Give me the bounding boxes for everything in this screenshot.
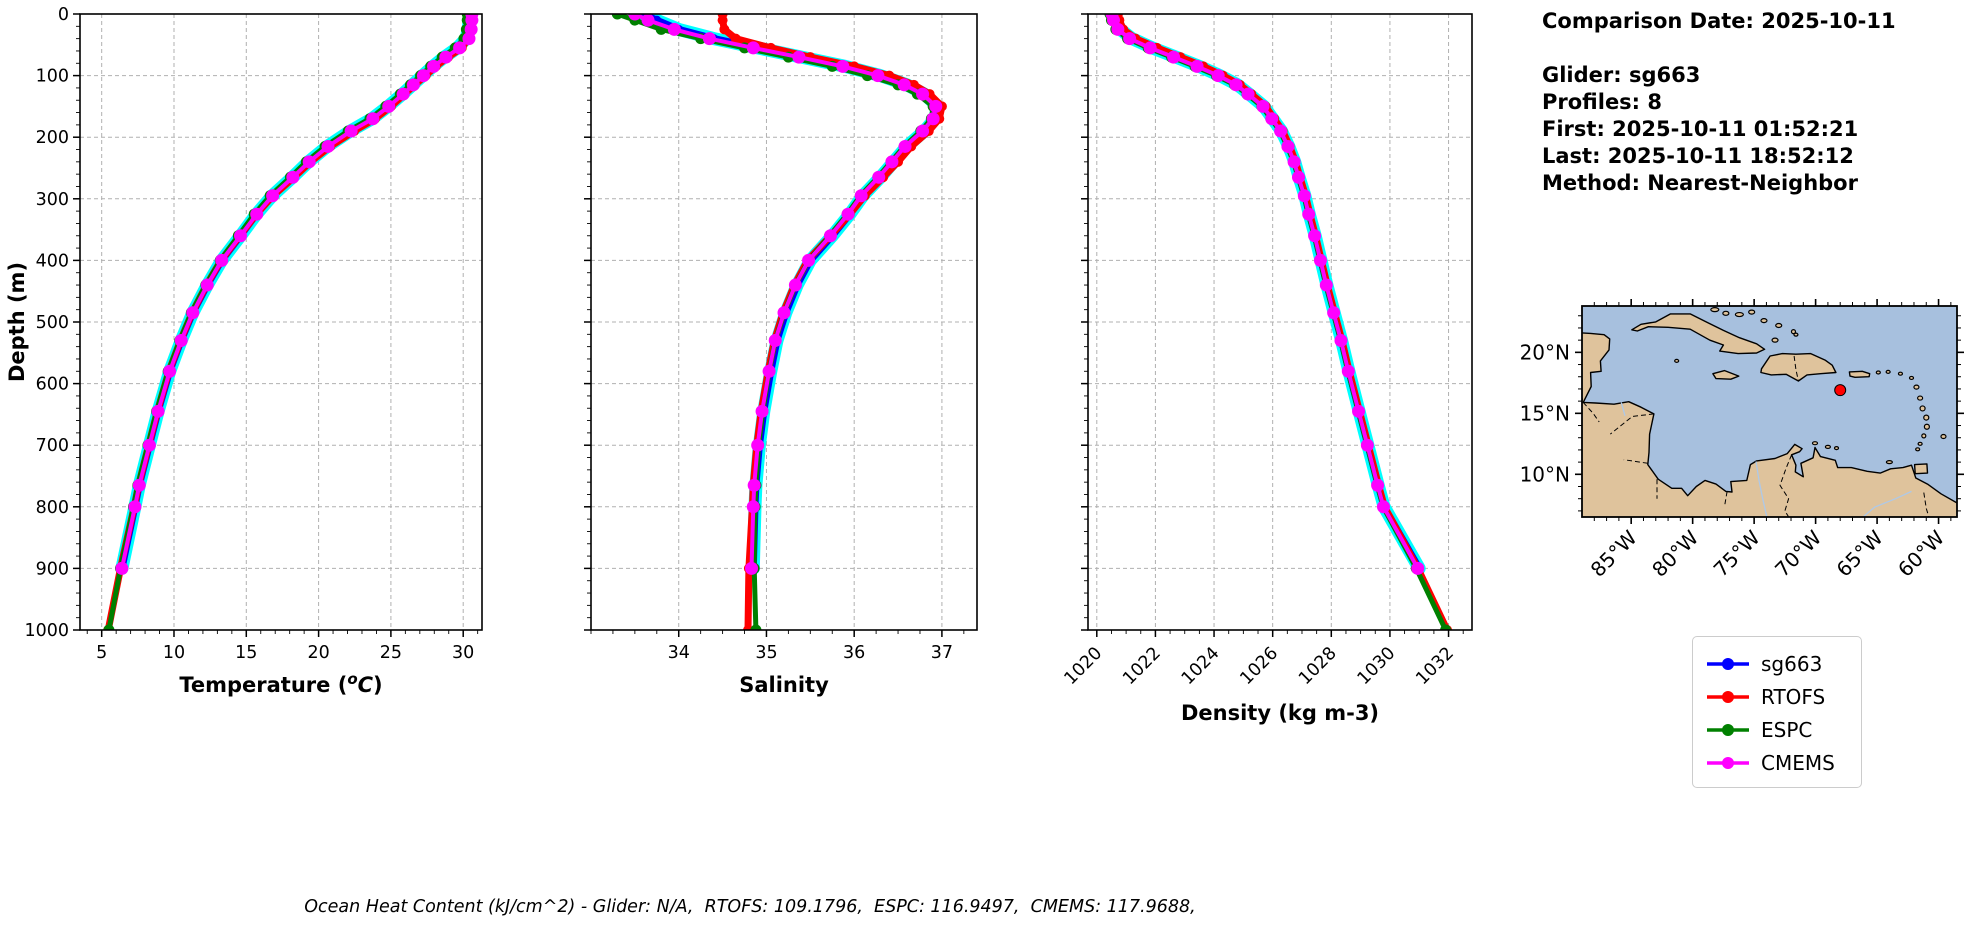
legend-line-marker-icon bbox=[1707, 690, 1749, 703]
svg-text:25: 25 bbox=[380, 643, 402, 663]
info-line-6: Method: Nearest-Neighbor bbox=[1542, 171, 1858, 195]
svg-text:1024: 1024 bbox=[1178, 643, 1224, 689]
svg-text:0: 0 bbox=[58, 5, 69, 25]
svg-text:200: 200 bbox=[36, 128, 69, 148]
info-line-5: Last: 2025-10-11 18:52:12 bbox=[1542, 144, 1854, 168]
svg-text:15: 15 bbox=[235, 643, 257, 663]
svg-text:37: 37 bbox=[931, 643, 953, 663]
profile-line-ESPC bbox=[106, 14, 470, 630]
legend-entry-RTOFS: RTOFS bbox=[1705, 680, 1849, 713]
svg-text:20: 20 bbox=[307, 643, 329, 663]
y-axis-salinity bbox=[584, 13, 591, 631]
ohc-caption: Ocean Heat Content (kJ/cm^2) - Glider: N… bbox=[304, 897, 1196, 917]
legend-entry-sg663: sg663 bbox=[1705, 647, 1849, 680]
legend-line-marker-icon bbox=[1707, 756, 1749, 769]
svg-text:10: 10 bbox=[163, 643, 185, 663]
ylabel-depth: Depth (m) bbox=[5, 262, 29, 382]
svg-text:1032: 1032 bbox=[1412, 643, 1458, 689]
svg-text:1026: 1026 bbox=[1237, 643, 1283, 689]
svg-text:35: 35 bbox=[755, 643, 777, 663]
map-lon-label: 80°W bbox=[1647, 525, 1703, 581]
map-lat-label: 15°N bbox=[1520, 401, 1570, 425]
svg-text:1020: 1020 bbox=[1061, 643, 1107, 689]
grid bbox=[1088, 14, 1472, 630]
legend-line-marker-icon bbox=[1707, 723, 1749, 736]
location-map: 20°N 15°N 10°N 85°W 80°W 75°W 70°W 65°W 60°W bbox=[1520, 299, 1964, 582]
xlabel-density: Density (kg m-3) bbox=[1181, 701, 1379, 725]
map-lon-label: 65°W bbox=[1832, 525, 1888, 581]
svg-text:1000: 1000 bbox=[24, 621, 69, 641]
grid bbox=[591, 14, 977, 630]
info-line-3: Profiles: 8 bbox=[1542, 90, 1663, 114]
svg-text:500: 500 bbox=[36, 313, 69, 333]
salinity-plot: 34 35 36 37 Salinity bbox=[584, 13, 978, 697]
map-lon-label: 85°W bbox=[1586, 525, 1642, 581]
svg-text:700: 700 bbox=[36, 436, 69, 456]
map-lon-label: 70°W bbox=[1770, 525, 1826, 581]
svg-text:300: 300 bbox=[36, 190, 69, 210]
svg-text:100: 100 bbox=[36, 67, 69, 87]
info-block: Comparison Date: 2025-10-11 Glider: sg663… bbox=[1542, 8, 1896, 197]
legend-label: sg663 bbox=[1761, 651, 1823, 676]
legend-entry-ESPC: ESPC bbox=[1705, 713, 1849, 746]
svg-text:800: 800 bbox=[36, 498, 69, 518]
glider-position-marker bbox=[1834, 384, 1847, 397]
y-axis-temperature: 0 100 200 300 400 500 600 700 800 900 1000 bbox=[24, 5, 80, 641]
map-land-group bbox=[1582, 307, 1957, 517]
legend-label: RTOFS bbox=[1761, 684, 1826, 709]
map-ticks bbox=[1575, 299, 1964, 524]
info-line-2: Glider: sg663 bbox=[1542, 63, 1701, 87]
map-lat-label: 20°N bbox=[1520, 340, 1570, 364]
svg-text:400: 400 bbox=[36, 251, 69, 271]
density-plot: 1020 1022 1024 1026 1028 1030 1032 Density (kg … bbox=[1061, 13, 1473, 725]
markers-sg663 bbox=[117, 14, 474, 573]
svg-text:1022: 1022 bbox=[1119, 643, 1165, 689]
x-axis-temperature: 5 10 15 20 25 30 bbox=[86, 630, 479, 663]
svg-text:900: 900 bbox=[36, 559, 69, 579]
svg-text:600: 600 bbox=[36, 375, 69, 395]
svg-text:36: 36 bbox=[843, 643, 865, 663]
svg-text:34: 34 bbox=[668, 643, 690, 663]
legend-label: CMEMS bbox=[1761, 750, 1835, 775]
markers-CMEMS bbox=[1105, 14, 1425, 575]
xlabel-salinity: Salinity bbox=[739, 673, 829, 697]
map-lat-label: 10°N bbox=[1520, 462, 1570, 486]
x-axis-density: 1020 1022 1024 1026 1028 1030 1032 bbox=[1061, 630, 1464, 689]
svg-text:30: 30 bbox=[452, 643, 474, 663]
svg-text:1028: 1028 bbox=[1295, 643, 1341, 689]
temperature-plot: 5 10 15 20 25 3001002003004005006007008009001… bbox=[24, 5, 483, 697]
profile-line-CMEMS bbox=[632, 14, 938, 571]
markers-CMEMS bbox=[628, 14, 943, 575]
x-axis-salinity: 34 35 36 37 bbox=[590, 630, 965, 663]
markers-CMEMS bbox=[115, 14, 479, 575]
legend-entry-CMEMS: CMEMS bbox=[1705, 746, 1849, 779]
legend-line-marker-icon bbox=[1707, 657, 1749, 670]
svg-text:1030: 1030 bbox=[1354, 643, 1400, 689]
xlabel-temperature: Temperature (oC) bbox=[179, 670, 382, 697]
legend-label: ESPC bbox=[1761, 717, 1813, 742]
info-line-4: First: 2025-10-11 01:52:21 bbox=[1542, 117, 1859, 141]
info-spacer bbox=[1542, 35, 1896, 62]
svg-text:5: 5 bbox=[96, 643, 107, 663]
map-lon-label: 75°W bbox=[1709, 525, 1765, 581]
map-lon-label: 60°W bbox=[1893, 525, 1949, 581]
profile-charts: 5 10 15 20 25 3001002003004005006007008009001… bbox=[5, 5, 1473, 725]
info-line-0: Comparison Date: 2025-10-11 bbox=[1542, 9, 1896, 33]
legend-box: sg663 RTOFS ESPC CMEMS bbox=[1692, 636, 1862, 788]
y-axis-density bbox=[1081, 13, 1088, 631]
grid bbox=[80, 14, 482, 630]
